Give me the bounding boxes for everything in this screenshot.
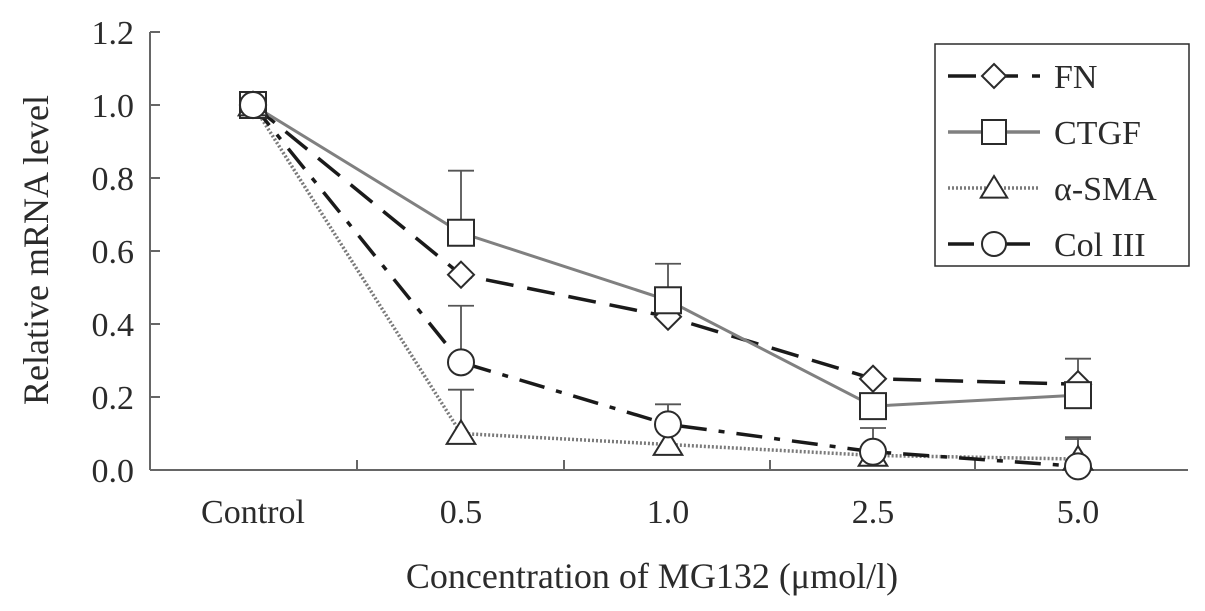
data-point-col-iii — [859, 437, 887, 466]
legend: FN CTGF α-SMA Col III — [934, 43, 1190, 267]
data-point-col-iii — [447, 348, 475, 377]
y-ticks: 0.0 0.2 0.4 0.6 0.8 1.0 1.2 — [92, 15, 160, 490]
data-point-col-iii — [654, 410, 682, 439]
x-tick-label: 5.0 — [1057, 494, 1100, 531]
x-tick-label: 1.0 — [647, 494, 690, 531]
data-point-ctgf — [654, 286, 682, 315]
y-tick-label: 0.8 — [92, 161, 135, 198]
legend-box — [934, 43, 1190, 267]
data-point-col-iii — [239, 91, 267, 119]
legend-label-fn: FN — [1054, 59, 1097, 96]
y-tick-label: 1.0 — [92, 88, 135, 125]
legend-label-ctgf: CTGF — [1054, 115, 1141, 152]
data-point-fn — [446, 260, 476, 290]
data-point-ctgf — [447, 218, 475, 247]
x-tick-label: Control — [201, 494, 305, 531]
y-tick-label: 0.0 — [92, 453, 135, 490]
x-ticks: Control 0.5 1.0 2.5 5.0 — [201, 460, 1099, 531]
legend-marker-col-iii — [981, 231, 1007, 257]
x-tick-label: 0.5 — [440, 494, 483, 531]
legend-marker-sma — [979, 174, 1009, 199]
x-axis-title: Concentration of MG132 (μmol/l) — [406, 556, 898, 596]
series-markers — [236, 90, 1095, 481]
data-point-ctgf — [859, 392, 887, 421]
legend-items: FN CTGF α-SMA Col III — [948, 59, 1157, 264]
y-tick-label: 0.2 — [92, 380, 135, 417]
data-point-sma — [444, 418, 478, 445]
data-point-sma — [651, 429, 685, 456]
y-tick-label: 0.6 — [92, 234, 135, 271]
legend-marker-ctgf — [981, 119, 1007, 145]
x-tick-label: 2.5 — [852, 494, 895, 531]
y-tick-label: 0.4 — [92, 307, 135, 344]
y-tick-label: 1.2 — [92, 15, 135, 52]
legend-marker-fn — [980, 62, 1008, 90]
data-point-col-iii — [1064, 452, 1092, 481]
legend-label-sma: α-SMA — [1054, 171, 1157, 208]
data-point-ctgf — [1064, 381, 1092, 410]
data-point-fn — [858, 364, 888, 394]
legend-label-col-iii: Col III — [1054, 227, 1146, 264]
y-axis-title: Relative mRNA level — [16, 95, 56, 405]
